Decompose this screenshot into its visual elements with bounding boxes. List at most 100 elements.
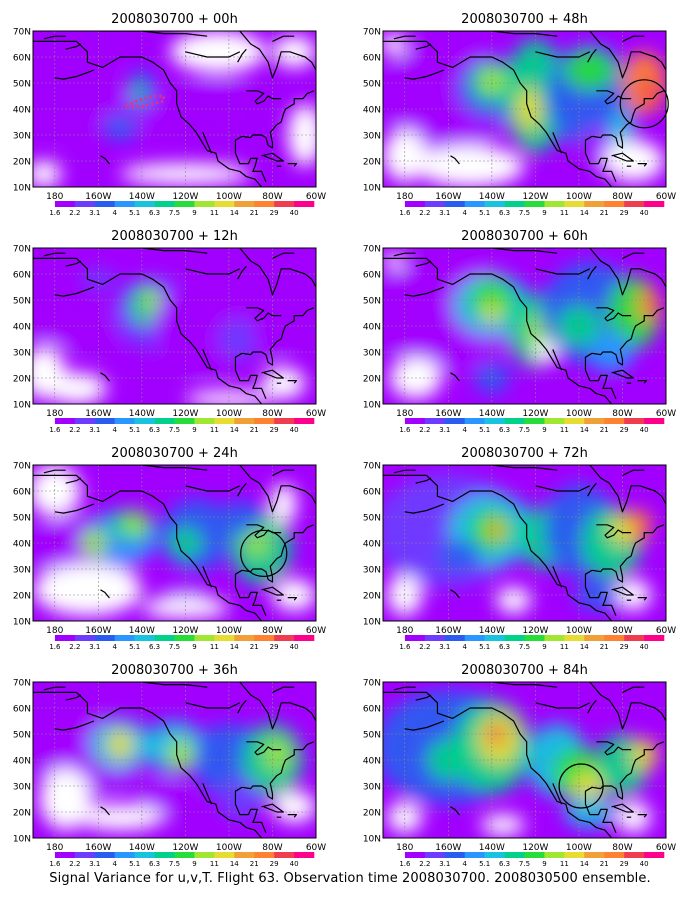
coastlines	[383, 31, 666, 187]
lon-label: 180	[46, 192, 63, 202]
lon-label: 100W	[216, 626, 242, 636]
lon-label: 180	[46, 843, 63, 853]
lon-label: 180	[46, 409, 63, 419]
colorbar-label: 5.1	[129, 209, 140, 217]
lat-label: 20N	[363, 592, 381, 602]
colorbar-label: 7.5	[169, 643, 180, 651]
colorbar-swatch	[174, 635, 195, 641]
lon-label: 140W	[479, 192, 505, 202]
lat-label: 40N	[363, 323, 381, 333]
lat-label: 10N	[13, 184, 31, 194]
colorbar-swatch	[424, 635, 446, 641]
colorbar-swatch	[234, 418, 255, 424]
colorbar-label: 40	[640, 643, 649, 651]
panel-title: 2008030700 + 12h	[111, 229, 238, 244]
colorbar-label: 40	[290, 426, 299, 434]
lat-label: 50N	[363, 80, 381, 90]
lat-label: 60N	[363, 705, 381, 715]
lat-label: 10N	[13, 835, 31, 845]
colorbar-swatch	[174, 418, 195, 424]
colorbar-swatch	[524, 852, 545, 858]
colorbar-swatch	[584, 635, 605, 641]
lat-label: 10N	[363, 184, 381, 194]
lon-label: 160W	[85, 626, 111, 636]
lat-label: 70N	[363, 245, 381, 255]
lat-label: 40N	[363, 106, 381, 116]
colorbar-label: 14	[580, 860, 589, 868]
colorbar-label: 4	[112, 643, 117, 651]
colorbar-label: 5.1	[479, 426, 490, 434]
colorbar-label: 4	[112, 426, 117, 434]
lat-label: 50N	[363, 731, 381, 741]
colorbar-label: 5.1	[129, 426, 140, 434]
map-frame	[32, 681, 317, 839]
lon-label: 140W	[479, 843, 505, 853]
map-panel-0h: 2008030700 + 00h 10N 20N 30N 40N 50N 60N 70N 180…	[13, 12, 326, 217]
colorbar-label: 11	[560, 209, 569, 217]
coastlines	[383, 248, 666, 404]
map-panel-48h: 2008030700 + 48h 10N 20N 30N 40N 50N 60N 70N 180…	[363, 12, 676, 217]
colorbar-label: 6.3	[149, 860, 160, 868]
lat-label: 60N	[13, 488, 31, 498]
colorbar-swatch	[54, 852, 76, 858]
colorbar-label: 29	[270, 209, 279, 217]
colorbar-label: 5.1	[129, 860, 140, 868]
lat-label: 40N	[13, 757, 31, 767]
coastlines	[33, 248, 316, 404]
lon-label: 80W	[262, 626, 282, 636]
map-frame	[382, 247, 667, 405]
colorbar-swatch	[35, 635, 56, 641]
colorbar-label: 2.2	[69, 209, 80, 217]
lat-label: 20N	[13, 375, 31, 385]
colorbar-swatch	[464, 852, 485, 858]
colorbar-swatch	[194, 852, 215, 858]
lat-label: 20N	[13, 809, 31, 819]
colorbar-swatch	[424, 852, 446, 858]
colorbar-swatch	[524, 635, 545, 641]
lat-label: 70N	[363, 679, 381, 689]
lat-label: 10N	[13, 401, 31, 411]
lon-label: 100W	[566, 626, 592, 636]
map-frame	[382, 464, 667, 622]
colorbar-label: 11	[210, 426, 219, 434]
colorbar-label: 14	[580, 426, 589, 434]
colorbar-swatch	[644, 852, 665, 858]
map-frame	[32, 247, 317, 405]
lon-label: 80W	[612, 843, 632, 853]
colorbar-swatch	[424, 201, 446, 207]
lat-label: 50N	[13, 514, 31, 524]
colorbar-swatch	[254, 201, 275, 207]
verification-region-circle	[619, 79, 669, 129]
lat-label: 30N	[13, 132, 31, 142]
colorbar-swatch	[134, 635, 155, 641]
colorbar: 1.6 2.2 3.1 4 5.1 6.3 7.5 9 11 14 21 29 40	[385, 201, 665, 217]
lon-label: 80W	[262, 409, 282, 419]
colorbar-label: 14	[230, 209, 239, 217]
signal-variance-field	[33, 248, 316, 404]
colorbar-label: 40	[290, 860, 299, 868]
colorbar-swatch	[484, 852, 505, 858]
colorbar-label: 3.1	[89, 209, 100, 217]
colorbar-label: 1.6	[399, 426, 411, 434]
colorbar-label: 9	[542, 643, 546, 651]
map-panel-12h: 2008030700 + 12h 10N 20N 30N 40N 50N 60N 70N 180…	[13, 229, 326, 434]
colorbar: 1.6 2.2 3.1 4 5.1 6.3 7.5 9 11 14 21 29 40	[385, 635, 665, 651]
colorbar-label: 2.2	[69, 643, 80, 651]
colorbar-label: 7.5	[519, 643, 530, 651]
lon-label: 120W	[172, 843, 198, 853]
lon-label: 180	[396, 409, 413, 419]
colorbar-label: 40	[640, 209, 649, 217]
colorbar-swatch	[74, 201, 96, 207]
colorbar-label: 4	[462, 426, 467, 434]
colorbar-swatch	[624, 852, 645, 858]
colorbar-swatch	[214, 852, 235, 858]
colorbar-label: 14	[580, 209, 589, 217]
lat-label: 50N	[13, 80, 31, 90]
colorbar-label: 9	[542, 209, 546, 217]
lat-label: 10N	[13, 618, 31, 628]
figure-caption: Signal Variance for u,v,T. Flight 63. Ob…	[49, 871, 651, 886]
map-panel-24h: 2008030700 + 24h 10N 20N 30N 40N 50N 60N 70N 180…	[13, 446, 326, 651]
panel-title: 2008030700 + 72h	[461, 446, 588, 461]
colorbar-swatch	[484, 635, 505, 641]
colorbar-swatch	[464, 418, 485, 424]
